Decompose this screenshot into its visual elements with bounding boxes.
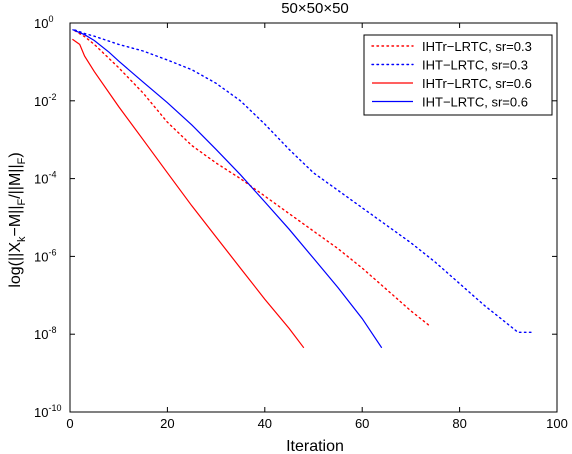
y-tick-label: 10-8 bbox=[34, 325, 56, 342]
x-tick-label: 100 bbox=[546, 416, 568, 431]
series-line-4 bbox=[72, 29, 383, 349]
legend-label: IHTr−LRTC, sr=0.3 bbox=[422, 39, 532, 54]
legend-label: IHT−LRTC, sr=0.6 bbox=[422, 95, 528, 110]
legend-label: IHTr−LRTC, sr=0.6 bbox=[422, 76, 532, 91]
axes-box bbox=[69, 22, 558, 413]
x-axis-label: Iteration bbox=[286, 438, 344, 454]
legend-label: IHT−LRTC, sr=0.3 bbox=[422, 58, 528, 73]
plot-area: 0 20 40 60 80 100 100 10-2 10-4 10-6 10-8 10-10 bbox=[34, 14, 568, 431]
y-tick-label: 100 bbox=[34, 14, 53, 31]
y-tick-label: 10-2 bbox=[34, 92, 56, 109]
legend: IHTr−LRTC, sr=0.3 IHT−LRTC, sr=0.3 IHTr−LR… bbox=[363, 34, 553, 116]
y-axis-label: log(||Xk−M||F/||M||F) bbox=[7, 152, 28, 287]
x-tick-label: 60 bbox=[355, 416, 369, 431]
series-line-1 bbox=[74, 30, 432, 328]
y-tick-label: 10-4 bbox=[34, 170, 56, 187]
chart-title: 50×50×50 bbox=[281, 0, 349, 17]
y-tick-label: 10-10 bbox=[34, 403, 61, 420]
x-tick-label: 40 bbox=[258, 416, 272, 431]
series-line-2 bbox=[74, 29, 534, 333]
x-tick-label: 0 bbox=[66, 416, 73, 431]
x-tick-label: 20 bbox=[160, 416, 174, 431]
series-line-3 bbox=[72, 38, 305, 349]
y-tick-label: 10-6 bbox=[34, 247, 56, 264]
x-tick-label: 80 bbox=[452, 416, 466, 431]
